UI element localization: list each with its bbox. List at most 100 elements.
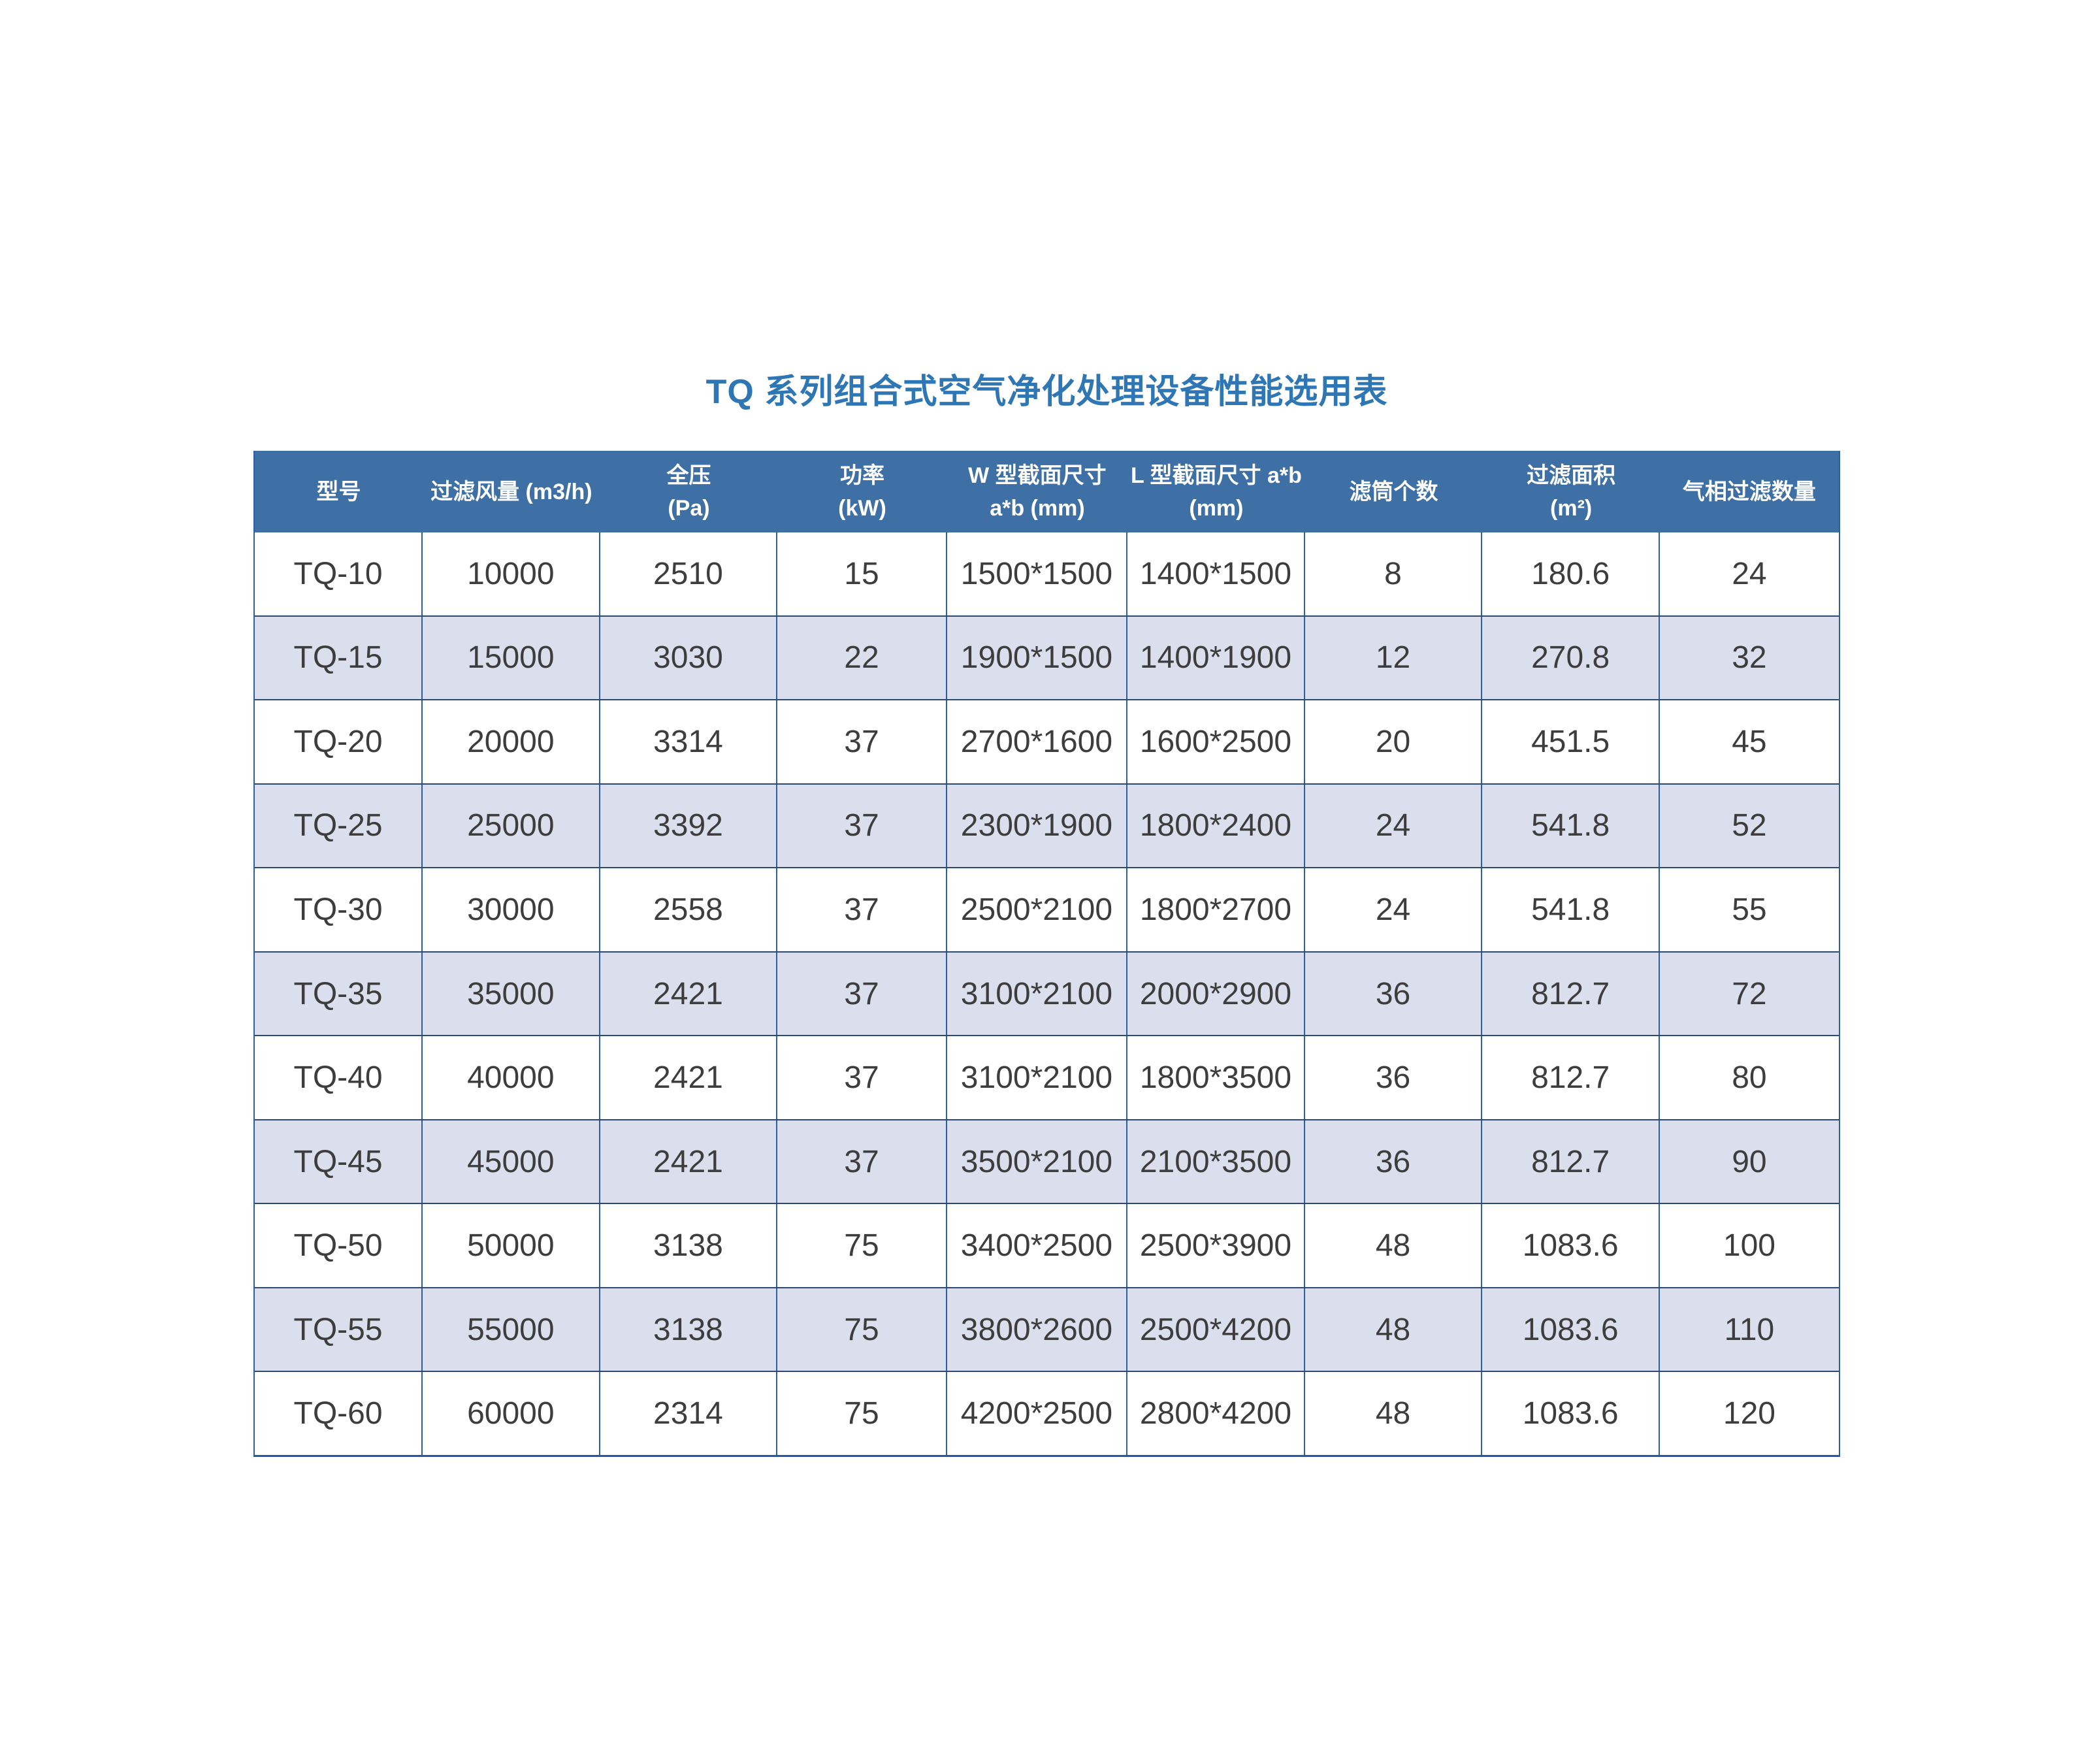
cell-tq-10-gas-filters: 24 — [1732, 556, 1767, 591]
table-row-tq-45: TQ-45 45000 2421 37 3500*2100 2100*3500 36 812.… — [255, 1119, 1839, 1203]
cell-tq-45-filter-area: 812.7 — [1482, 1120, 1660, 1203]
cell-tq-60-cartridges: 48 — [1305, 1372, 1483, 1456]
column-header-line: (kW) — [838, 495, 886, 521]
cell-tq-25-model: TQ-25 — [255, 784, 423, 868]
cell-tq-30-cartridges: 24 — [1305, 868, 1483, 951]
cell-tq-40-airflow: 40000 — [423, 1036, 600, 1119]
column-header-line: 功率 — [839, 463, 884, 488]
cell-tq-40-model: TQ-40 — [255, 1036, 423, 1119]
column-header-line: L 型截面尺寸 a*b — [1130, 463, 1302, 488]
cell-tq-60-pressure: 2314 — [600, 1372, 778, 1456]
cell-tq-25-filter-area: 541.8 — [1482, 784, 1660, 868]
table-row-tq-60: TQ-60 60000 2314 75 4200*2500 2800*4200 48 1083… — [255, 1371, 1839, 1456]
column-header-line: 滤筒个数 — [1349, 479, 1438, 504]
cell-tq-35-cartridges: 36 — [1305, 952, 1483, 1036]
cell-tq-35-w-section: 3100*2100 — [947, 952, 1128, 1036]
cell-tq-55-cartridges: 48 — [1305, 1288, 1483, 1371]
cell-tq-45-airflow: 45000 — [423, 1120, 600, 1203]
cell-tq-60-model: TQ-60 — [255, 1372, 423, 1456]
cell-tq-20-model: TQ-20 — [255, 700, 423, 783]
cell-tq-20-w-section: 2700*1600 — [947, 700, 1128, 783]
cell-tq-60-power: 75 — [777, 1372, 947, 1456]
cell-tq-50-pressure: 3138 — [600, 1204, 778, 1287]
column-header-gas-filters: 气相过滤数量 — [1660, 451, 1839, 532]
cell-tq-25-gas-filters: 52 — [1732, 808, 1767, 843]
cell-tq-35-gas-filters: 72 — [1732, 976, 1767, 1011]
cell-tq-15-pressure: 3030 — [600, 616, 778, 700]
table-row-tq-30: TQ-30 30000 2558 37 2500*2100 1800*2700 24 541.… — [255, 867, 1839, 951]
cell-tq-30-airflow: 30000 — [423, 868, 600, 951]
column-header-model: 型号 — [255, 451, 423, 532]
table-row-tq-15: TQ-15 15000 3030 22 1900*1500 1400*1900 12 270.… — [255, 615, 1839, 700]
table-row-tq-55: TQ-55 55000 3138 75 3800*2600 2500*4200 48 1083… — [255, 1286, 1839, 1371]
cell-tq-50-l-section: 2500*3900 — [1127, 1204, 1305, 1287]
cell-tq-50-model: TQ-50 — [255, 1204, 423, 1287]
column-header-line: (mm) — [1189, 495, 1244, 521]
cell-tq-55-pressure: 3138 — [600, 1288, 778, 1371]
cell-tq-35-filter-area: 812.7 — [1482, 952, 1660, 1036]
table-row-tq-20: TQ-20 20000 3314 37 2700*1600 1600*2500 20 451.… — [255, 699, 1839, 783]
cell-tq-50-cartridges: 48 — [1305, 1204, 1483, 1287]
table-row-tq-50: TQ-50 50000 3138 75 3400*2500 2500*3900 48 1083… — [255, 1203, 1839, 1287]
cell-tq-40-l-section: 1800*3500 — [1127, 1036, 1305, 1119]
cell-tq-20-gas-filters: 45 — [1732, 724, 1767, 759]
cell-tq-60-gas-filters: 120 — [1723, 1396, 1775, 1431]
cell-tq-15-filter-area: 270.8 — [1482, 616, 1660, 700]
cell-tq-45-cartridges: 36 — [1305, 1120, 1483, 1203]
cell-tq-50-airflow: 50000 — [423, 1204, 600, 1287]
cell-tq-50-w-section: 3400*2500 — [947, 1204, 1128, 1287]
column-header-line: 全压 — [666, 463, 711, 488]
cell-tq-45-gas-filters: 90 — [1732, 1144, 1767, 1179]
cell-tq-15-gas-filters: 32 — [1732, 640, 1767, 676]
cell-tq-55-w-section: 3800*2600 — [947, 1288, 1128, 1371]
cell-tq-30-pressure: 2558 — [600, 868, 778, 951]
cell-tq-40-pressure: 2421 — [600, 1036, 778, 1119]
cell-tq-25-l-section: 1800*2400 — [1127, 784, 1305, 868]
cell-tq-10-filter-area: 180.6 — [1482, 532, 1660, 615]
column-header-line: W 型截面尺寸 — [968, 463, 1107, 488]
cell-tq-40-w-section: 3100*2100 — [947, 1036, 1128, 1119]
page-title: TQ 系列组合式空气净化处理设备性能选用表 — [705, 373, 1388, 411]
cell-tq-45-model: TQ-45 — [255, 1120, 423, 1203]
cell-tq-35-pressure: 2421 — [600, 952, 778, 1036]
table-header-row: 型号 过滤风量 (m3/h) 全压 (Pa) 功率 (kW) W 型截面尺寸 a*b (mm)… — [255, 451, 1839, 532]
cell-tq-55-model: TQ-55 — [255, 1288, 423, 1371]
cell-tq-15-airflow: 15000 — [423, 616, 600, 700]
cell-tq-25-airflow: 25000 — [423, 784, 600, 868]
cell-tq-55-power: 75 — [777, 1288, 947, 1371]
cell-tq-40-cartridges: 36 — [1305, 1036, 1483, 1119]
cell-tq-20-cartridges: 20 — [1305, 700, 1483, 783]
cell-tq-30-l-section: 1800*2700 — [1127, 868, 1305, 951]
cell-tq-50-filter-area: 1083.6 — [1482, 1204, 1660, 1287]
column-header-line: (Pa) — [668, 495, 710, 521]
table-row-tq-40: TQ-40 40000 2421 37 3100*2100 1800*3500 36 812.… — [255, 1035, 1839, 1119]
column-header-line: 气相过滤数量 — [1682, 479, 1816, 504]
column-header-w-section: W 型截面尺寸 a*b (mm) — [947, 451, 1127, 532]
cell-tq-10-cartridges: 8 — [1305, 532, 1483, 615]
cell-tq-55-gas-filters: 110 — [1724, 1312, 1775, 1347]
cell-tq-45-l-section: 2100*3500 — [1127, 1120, 1305, 1203]
cell-tq-15-l-section: 1400*1900 — [1127, 616, 1305, 700]
cell-tq-25-cartridges: 24 — [1305, 784, 1483, 868]
column-header-line: a*b (mm) — [990, 495, 1085, 521]
cell-tq-30-power: 37 — [777, 868, 947, 951]
cell-tq-40-power: 37 — [777, 1036, 947, 1119]
cell-tq-60-airflow: 60000 — [423, 1372, 600, 1456]
cell-tq-30-gas-filters: 55 — [1732, 892, 1767, 927]
cell-tq-30-filter-area: 541.8 — [1482, 868, 1660, 951]
cell-tq-55-filter-area: 1083.6 — [1482, 1288, 1660, 1371]
cell-tq-10-w-section: 1500*1500 — [947, 532, 1128, 615]
cell-tq-30-w-section: 2500*2100 — [947, 868, 1128, 951]
cell-tq-10-l-section: 1400*1500 — [1127, 532, 1305, 615]
column-header-line: 过滤面积 — [1527, 463, 1616, 488]
table-row-tq-35: TQ-35 35000 2421 37 3100*2100 2000*2900 36 812.… — [255, 951, 1839, 1036]
column-header-airflow: 过滤风量 (m3/h) — [423, 451, 600, 532]
cell-tq-60-filter-area: 1083.6 — [1482, 1372, 1660, 1456]
cell-tq-55-l-section: 2500*4200 — [1127, 1288, 1305, 1371]
cell-tq-45-w-section: 3500*2100 — [947, 1120, 1128, 1203]
table-row-tq-10: TQ-10 10000 2510 15 1500*1500 1400*1500 8 180.6… — [255, 532, 1839, 615]
cell-tq-60-w-section: 4200*2500 — [947, 1372, 1128, 1456]
cell-tq-10-airflow: 10000 — [423, 532, 600, 615]
cell-tq-50-gas-filters: 100 — [1723, 1228, 1775, 1264]
